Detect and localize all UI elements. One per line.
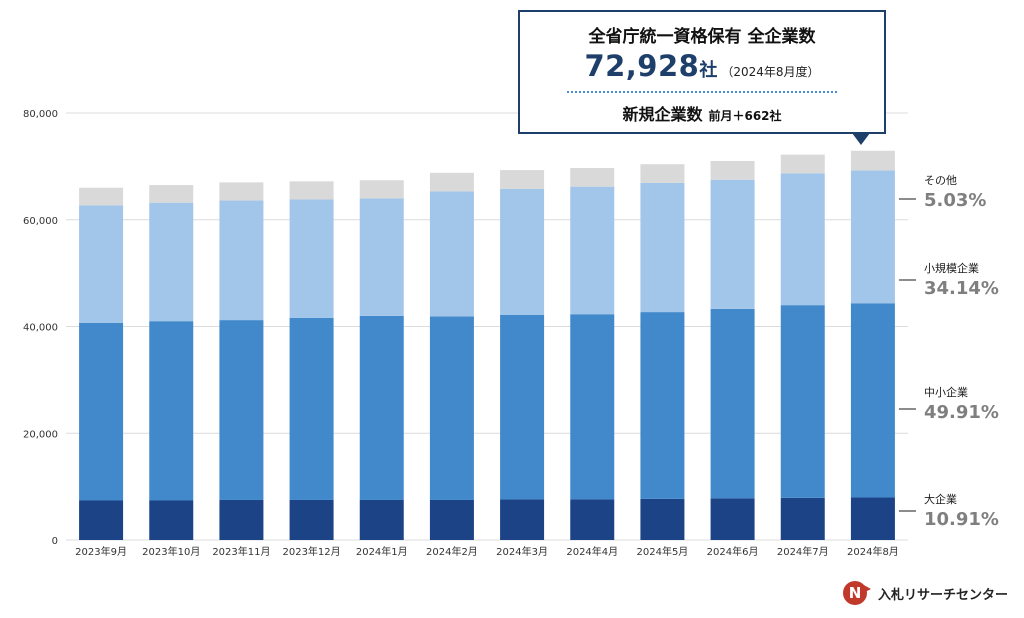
y-tick-label: 0 bbox=[52, 536, 58, 547]
logo-mark-letter: N bbox=[849, 584, 862, 602]
bar-segment bbox=[149, 321, 194, 501]
segment-label-large: 大企業 10.91% bbox=[924, 491, 999, 530]
bar-segment bbox=[640, 312, 685, 499]
bar-segment bbox=[640, 164, 685, 183]
x-tick-label: 2024年4月 bbox=[566, 545, 618, 558]
bar-segment bbox=[500, 499, 545, 540]
x-tick-label: 2024年2月 bbox=[426, 545, 478, 558]
segment-connectors bbox=[898, 198, 916, 512]
bar-segment bbox=[850, 170, 895, 304]
bar-segment bbox=[149, 185, 194, 203]
x-axis-ticks: 2023年9月 2023年10月 2023年11月 2023年12月 2024年1月 20… bbox=[75, 545, 899, 558]
x-tick-label: 2024年6月 bbox=[707, 545, 759, 558]
bar-segment bbox=[780, 154, 825, 174]
bar-segment bbox=[219, 499, 264, 540]
callout-pointer-icon bbox=[852, 133, 870, 145]
bar-segment bbox=[500, 188, 545, 315]
grid-lines bbox=[66, 112, 908, 541]
segment-name: 大企業 bbox=[924, 493, 957, 506]
logo-text: 入札リサーチセンター bbox=[878, 587, 1009, 603]
segment-percent: 5.03% bbox=[924, 190, 987, 211]
callout-new-companies: 新規企業数 前月＋662社 bbox=[520, 101, 884, 125]
y-tick-label: 20,000 bbox=[23, 429, 58, 440]
bar-segment bbox=[780, 305, 825, 498]
x-tick-label: 2024年1月 bbox=[356, 545, 408, 558]
brand-logo: N 入札リサーチセンター bbox=[842, 580, 1008, 606]
bar-segment bbox=[429, 316, 474, 500]
new-delta: 前月＋662社 bbox=[708, 109, 782, 123]
x-tick-label: 2023年9月 bbox=[75, 545, 127, 558]
bar-segment bbox=[359, 180, 404, 199]
y-tick-label: 60,000 bbox=[23, 216, 58, 227]
total-period: （2024年8月度） bbox=[721, 65, 820, 79]
segment-label-other: その他 5.03% bbox=[924, 172, 986, 211]
segment-percent: 34.14% bbox=[924, 278, 999, 299]
segment-name: その他 bbox=[924, 174, 957, 187]
bar-segment bbox=[429, 191, 474, 317]
segment-name: 中小企業 bbox=[924, 386, 968, 399]
bar-segment bbox=[359, 198, 404, 316]
bar-segment bbox=[359, 499, 404, 540]
y-axis-ticks: 0 20,000 40,000 60,000 80,000 bbox=[23, 109, 58, 547]
bar-segment bbox=[219, 320, 264, 500]
bar-segment bbox=[570, 167, 615, 187]
bar-segment bbox=[500, 170, 545, 189]
x-tick-label: 2024年8月 bbox=[847, 545, 899, 558]
bar-segment bbox=[710, 308, 755, 499]
bar-segment bbox=[640, 182, 685, 313]
bar-segment bbox=[429, 499, 474, 540]
bar-segment bbox=[149, 500, 194, 540]
bar-segment bbox=[289, 317, 334, 500]
bar-segment bbox=[79, 322, 124, 501]
x-tick-label: 2024年3月 bbox=[496, 545, 548, 558]
bar-segment bbox=[570, 186, 615, 315]
bar-segment bbox=[710, 179, 755, 309]
bars bbox=[79, 150, 895, 540]
x-tick-label: 2024年5月 bbox=[637, 545, 689, 558]
callout-total: 72,928社 （2024年8月度） bbox=[520, 49, 884, 83]
bar-segment bbox=[500, 314, 545, 500]
bar-segment bbox=[79, 187, 124, 206]
x-tick-label: 2024年7月 bbox=[777, 545, 829, 558]
bar-segment bbox=[780, 497, 825, 540]
total-unit: 社 bbox=[699, 60, 718, 81]
bar-segment bbox=[289, 181, 334, 200]
x-tick-label: 2023年10月 bbox=[142, 545, 200, 558]
bar-segment bbox=[289, 199, 334, 318]
bar-segment bbox=[149, 202, 194, 322]
logo-mark-icon: N bbox=[843, 581, 871, 605]
bar-segment bbox=[289, 499, 334, 540]
callout-title: 全省庁統一資格保有 全企業数 bbox=[588, 27, 816, 47]
bar-segment bbox=[79, 205, 124, 323]
segment-label-small: 小規模企業 34.14% bbox=[924, 260, 999, 299]
bar-segment bbox=[850, 303, 895, 498]
y-tick-label: 40,000 bbox=[23, 323, 58, 334]
bar-segment bbox=[570, 314, 615, 500]
summary-callout: 全省庁統一資格保有 全企業数 72,928社 （2024年8月度） 新規企業数 前月… bbox=[518, 10, 886, 134]
bar-segment bbox=[219, 182, 264, 201]
bar-segment bbox=[429, 172, 474, 192]
total-value: 72,928 bbox=[584, 49, 700, 83]
bar-segment bbox=[79, 500, 124, 540]
y-tick-label: 80,000 bbox=[23, 109, 58, 120]
segment-label-sme: 中小企業 49.91% bbox=[924, 384, 999, 423]
bar-segment bbox=[570, 499, 615, 540]
x-tick-label: 2023年12月 bbox=[282, 545, 340, 558]
bar-segment bbox=[710, 498, 755, 540]
segment-percent: 10.91% bbox=[924, 509, 999, 530]
bar-segment bbox=[359, 315, 404, 500]
callout-divider bbox=[567, 91, 837, 93]
bar-segment bbox=[710, 161, 755, 180]
segment-percent: 49.91% bbox=[924, 402, 999, 423]
segment-name: 小規模企業 bbox=[924, 262, 979, 275]
new-label: 新規企業数 bbox=[622, 105, 703, 124]
bar-segment bbox=[780, 173, 825, 306]
bar-segment bbox=[850, 150, 895, 171]
bar-segment bbox=[640, 498, 685, 540]
bar-segment bbox=[219, 200, 264, 321]
x-tick-label: 2023年11月 bbox=[212, 545, 270, 558]
bar-segment bbox=[850, 497, 895, 540]
